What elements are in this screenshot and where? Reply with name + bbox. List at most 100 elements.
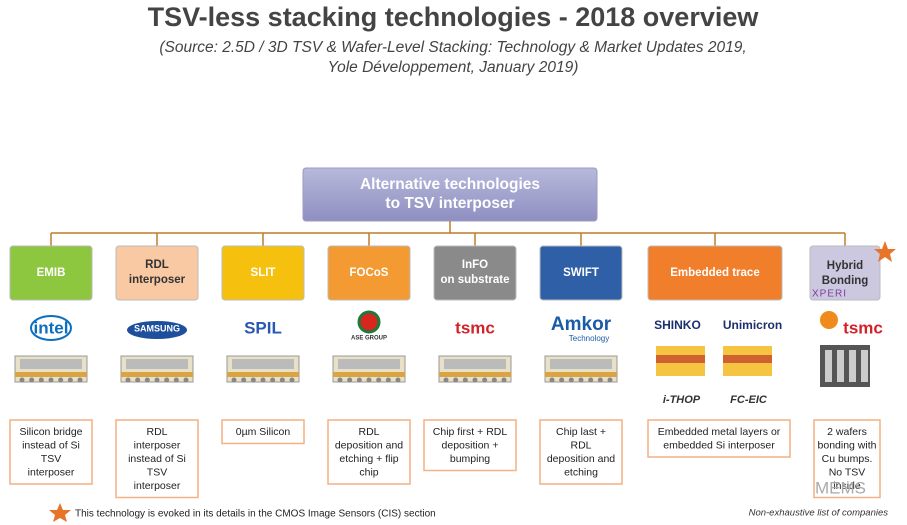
description-box [539, 419, 623, 485]
illustration [19, 377, 25, 383]
illustration [376, 377, 382, 383]
illustration [578, 377, 584, 383]
source: (Source: 2.5D / 3D TSV & Wafer-Level Sta… [159, 39, 746, 56]
illustration [15, 372, 87, 377]
description: RDL [358, 426, 379, 438]
description: Cu bumps. [822, 453, 873, 465]
illustration [607, 377, 613, 383]
illustration [20, 359, 82, 369]
tech-box [809, 245, 881, 301]
description: etching [564, 466, 598, 478]
illustration [549, 377, 555, 383]
note: Non-exhaustive list of companies [749, 508, 889, 519]
description: RDL [146, 426, 167, 438]
source: Yole Développement, January 2019) [328, 59, 579, 76]
watermark: MEMS [815, 478, 866, 497]
illustration [356, 377, 362, 383]
description: 0µm Silicon [236, 426, 291, 438]
description: interposer [134, 480, 181, 492]
logo: Amkor [551, 314, 612, 335]
title: TSV-less stacking technologies - 2018 ov… [148, 2, 760, 32]
tech-label: EMIB [37, 267, 66, 279]
logo-emblem [820, 311, 838, 329]
illustration [241, 377, 247, 383]
tech-label: RDL [145, 259, 169, 271]
tech-label: InFO [462, 259, 488, 271]
illustration [67, 377, 73, 383]
description: bumping [450, 453, 490, 465]
description: embedded Si interposer [663, 439, 775, 451]
description: chip [359, 466, 378, 478]
description: bonding with [818, 439, 877, 451]
illustration [550, 359, 612, 369]
logo-emblem [357, 310, 381, 334]
description-box [647, 419, 791, 458]
description-box [327, 419, 411, 485]
description: instead of Si [128, 453, 186, 465]
illustration [588, 377, 594, 383]
caption: FC-EIC [730, 394, 768, 406]
logo-ring [30, 315, 72, 341]
illustration [453, 377, 459, 383]
illustration [250, 377, 256, 383]
description: No TSV [829, 466, 866, 478]
tech-box [433, 245, 517, 301]
illustration [333, 372, 405, 377]
tech-box [115, 245, 199, 301]
star [49, 503, 71, 522]
logo: intel [34, 318, 69, 337]
illustration [48, 377, 54, 383]
illustration [270, 377, 276, 383]
illustration [568, 377, 574, 383]
description: TSV [147, 466, 167, 478]
star [874, 241, 896, 262]
illustration [849, 350, 856, 382]
illustration [482, 377, 488, 383]
description: Chip first + RDL [433, 426, 508, 438]
illustration [29, 377, 35, 383]
footnote: This technology is evoked in its details… [75, 509, 436, 520]
illustration [723, 355, 772, 363]
description: Chip last + [556, 426, 606, 438]
logo: SHINKO [654, 318, 701, 332]
illustration [125, 377, 131, 383]
illustration [837, 350, 844, 382]
tech-label: FOCoS [350, 267, 389, 279]
illustration [227, 372, 299, 377]
illustration [77, 377, 83, 383]
illustration [385, 377, 391, 383]
description: Embedded metal layers or [658, 426, 781, 438]
description-box [115, 419, 199, 499]
tech-box [539, 245, 623, 301]
illustration [491, 377, 497, 383]
logo: Technology [569, 334, 609, 343]
illustration [395, 377, 401, 383]
brand: XPERI [812, 289, 847, 300]
illustration [154, 377, 160, 383]
logo: tsmc [455, 318, 495, 337]
description: etching + flip [339, 453, 398, 465]
illustration [545, 372, 617, 377]
description: TSV [41, 453, 61, 465]
description-box [221, 419, 305, 445]
illustration [260, 377, 266, 383]
description: RDL [570, 439, 591, 451]
illustration [656, 355, 705, 363]
illustration [444, 359, 506, 369]
illustration [501, 377, 507, 383]
description: interposer [28, 466, 75, 478]
root-label: to TSV interposer [385, 195, 514, 212]
description-box [423, 419, 517, 472]
illustration [472, 377, 478, 383]
illustration [597, 377, 603, 383]
illustration [173, 377, 179, 383]
illustration [232, 359, 294, 369]
illustration [135, 377, 141, 383]
illustration [58, 377, 64, 383]
tech-box [327, 245, 411, 301]
tech-label: Bonding [822, 275, 869, 287]
description: 2 wafers [827, 426, 867, 438]
logo: Unimicron [723, 318, 782, 332]
logo: SPIL [244, 318, 282, 337]
illustration [443, 377, 449, 383]
